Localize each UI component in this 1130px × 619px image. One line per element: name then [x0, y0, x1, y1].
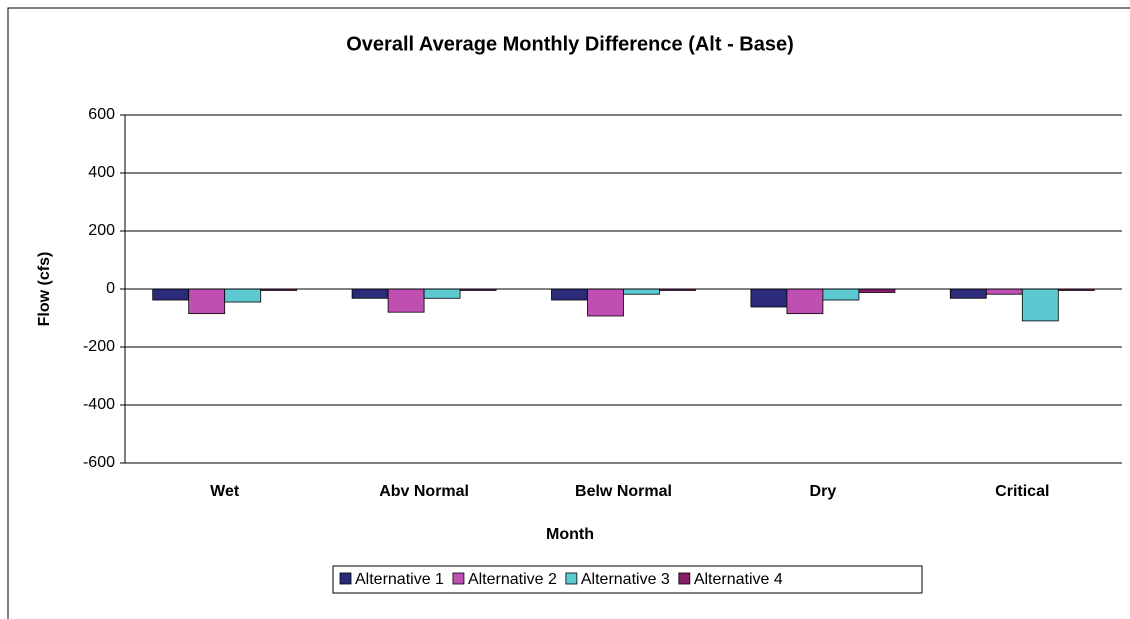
bar	[949, 288, 987, 299]
y-tick-label: 600	[88, 106, 115, 123]
bar	[152, 288, 190, 301]
x-tick-label: Belw Normal	[575, 483, 672, 500]
x-tick-label: Dry	[810, 483, 837, 500]
y-tick-label: 200	[88, 222, 115, 239]
y-tick-label: -200	[83, 338, 115, 355]
bar	[1021, 288, 1059, 322]
bar	[387, 288, 425, 313]
bar	[188, 288, 226, 315]
legend-swatch	[565, 572, 578, 585]
bar	[224, 288, 262, 303]
chart-title: Overall Average Monthly Difference (Alt …	[346, 33, 794, 55]
bar	[858, 288, 896, 293]
bar	[786, 288, 824, 315]
bar	[822, 288, 860, 301]
legend-label: Alternative 2	[468, 571, 557, 588]
bar	[587, 288, 624, 317]
bar	[623, 288, 660, 295]
bar	[551, 288, 588, 301]
bar	[351, 288, 389, 299]
legend-box	[332, 565, 923, 594]
x-tick-label: Critical	[995, 483, 1049, 500]
legend-label: Alternative 1	[355, 571, 444, 588]
y-tick-label: -400	[83, 396, 115, 413]
x-tick-label: Wet	[210, 483, 240, 500]
x-tick-label: Abv Normal	[379, 483, 469, 500]
legend-swatch	[678, 572, 691, 585]
legend-swatch	[339, 572, 352, 585]
legend-swatch	[452, 572, 465, 585]
y-tick-label: 0	[106, 280, 115, 297]
y-tick-label: 400	[88, 164, 115, 181]
x-axis-title: Month	[546, 526, 594, 543]
bar	[423, 288, 461, 299]
y-tick-label: -600	[83, 454, 115, 471]
legend-label: Alternative 4	[694, 571, 783, 588]
y-axis-title: Flow (cfs)	[36, 252, 53, 327]
bar	[985, 288, 1023, 295]
legend-label: Alternative 3	[581, 571, 670, 588]
bar	[750, 288, 788, 308]
